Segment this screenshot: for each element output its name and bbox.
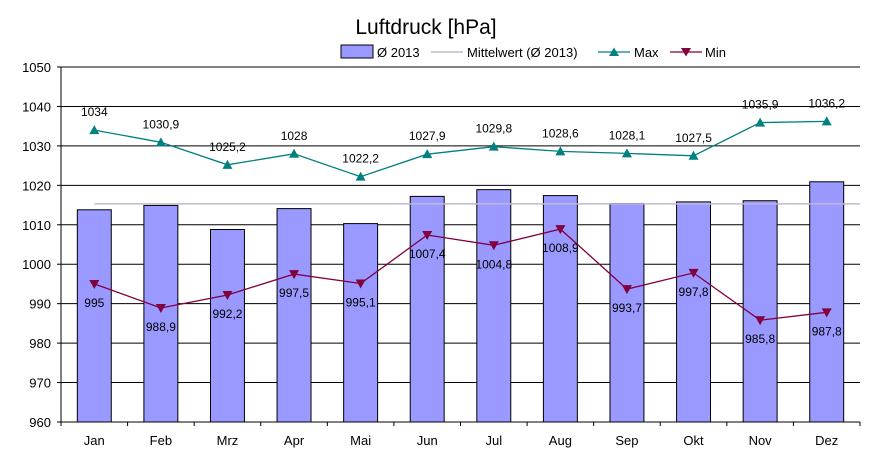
legend-swatch-avg [340, 44, 374, 59]
min-line [94, 228, 827, 321]
bar-avg [209, 229, 245, 423]
min-marker [355, 279, 366, 289]
max-marker [555, 146, 566, 156]
x-tick-label: Mrz [217, 433, 239, 448]
y-tick-label: 1000 [22, 257, 51, 272]
legend-label-max: Max [634, 45, 659, 60]
max-marker [621, 148, 632, 158]
x-tick-label: Aug [549, 433, 572, 448]
min-data-label: 988,9 [146, 320, 176, 334]
y-tick-label: 970 [29, 376, 51, 391]
max-marker [755, 117, 766, 127]
max-marker [289, 148, 300, 158]
max-series: 1034 1030,9 1025,2 1028 1022,2 1027,9 1029,8 10… [81, 96, 845, 181]
min-marker [155, 304, 166, 314]
bar-avg [809, 181, 845, 423]
max-data-label: 1022,2 [342, 152, 379, 166]
max-data-label: 1029,8 [475, 122, 512, 136]
max-data-label: 1035,9 [742, 98, 779, 112]
bar-avg [409, 195, 445, 423]
chart-title: Luftdruck [hPa] [355, 16, 496, 39]
y-tick-label: 1050 [22, 60, 51, 75]
max-data-label: 1028 [281, 129, 308, 143]
max-marker [422, 149, 433, 159]
max-data-label: 1030,9 [143, 117, 180, 131]
y-tick-label: 990 [29, 297, 51, 312]
max-marker [222, 159, 233, 169]
axes [60, 67, 861, 426]
max-marker [688, 150, 699, 160]
max-data-label: 1034 [81, 105, 108, 119]
x-tick-label: Jan [84, 433, 105, 448]
bar-avg [276, 208, 312, 423]
x-tick-label: Nov [749, 433, 773, 448]
min-marker [621, 285, 632, 295]
x-tick-label: Feb [150, 433, 172, 448]
bar-avg [143, 204, 179, 423]
min-data-label: 1007,4 [409, 247, 446, 261]
bar-avg [676, 201, 712, 423]
y-axis-tick-labels: 960 970 980 990 1000 1010 1020 1030 1040 1050 [22, 60, 51, 430]
min-data-label: 1008,9 [542, 241, 579, 255]
min-data-label: 995,1 [346, 296, 376, 310]
legend-marker-min [681, 48, 691, 57]
min-marker [222, 290, 233, 300]
max-data-label: 1028,1 [609, 128, 646, 142]
legend-label-mean: Mittelwert (Ø 2013) [467, 45, 578, 60]
max-data-label: 1027,5 [675, 131, 712, 145]
min-marker [688, 268, 699, 278]
x-tick-label: Sep [615, 433, 638, 448]
y-tick-label: 1030 [22, 139, 51, 154]
min-marker [422, 231, 433, 241]
max-data-label: 1036,2 [808, 96, 845, 110]
min-marker [555, 225, 566, 235]
max-marker [155, 137, 166, 147]
min-data-label: 997,8 [679, 285, 709, 299]
min-data-label: 1004,8 [475, 257, 512, 271]
min-marker [821, 308, 832, 318]
bars [76, 181, 845, 423]
min-marker [89, 279, 100, 289]
x-tick-label: Jun [417, 433, 438, 448]
min-data-label: 985,8 [745, 332, 775, 346]
min-data-label: 995 [84, 296, 104, 310]
bar-avg [742, 200, 778, 423]
min-data-label: 992,2 [212, 307, 242, 321]
max-data-label: 1027,9 [409, 129, 446, 143]
max-marker [355, 171, 366, 181]
x-tick-label: Dez [815, 433, 838, 448]
max-line [94, 120, 827, 178]
x-tick-label: Jul [485, 433, 502, 448]
x-tick-label: Mai [350, 433, 371, 448]
min-data-label: 987,8 [812, 324, 842, 338]
min-marker [755, 316, 766, 326]
bar-avg [343, 223, 379, 423]
min-marker [488, 241, 499, 251]
max-data-label: 1025,2 [209, 140, 246, 154]
legend-marker-max [609, 47, 619, 56]
max-data-label: 1028,6 [542, 126, 579, 140]
x-tick-label: Okt [683, 433, 704, 448]
bar-avg [476, 189, 512, 423]
max-marker [488, 141, 499, 151]
y-tick-label: 1010 [22, 218, 51, 233]
min-data-label: 997,5 [279, 286, 309, 300]
min-series: 995 988,9 992,2 997,5 995,1 1007,4 1004,8 1008,… [84, 225, 842, 346]
x-axis-tick-labels: Jan Feb Mrz Apr Mai Jun Jul Aug Sep Okt Nov Dez [84, 433, 838, 448]
max-marker [821, 116, 832, 126]
x-tick-label: Apr [284, 433, 305, 448]
y-tick-label: 1020 [22, 178, 51, 193]
max-marker [89, 125, 100, 135]
legend-label-min: Min [705, 45, 726, 60]
y-tick-label: 960 [29, 415, 51, 430]
legend: Ø 2013 Mittelwert (Ø 2013) Max Min [340, 44, 726, 60]
y-tick-label: 980 [29, 336, 51, 351]
min-marker [289, 270, 300, 280]
bar-avg [609, 202, 645, 423]
min-data-label: 993,7 [612, 301, 642, 315]
y-tick-label: 1040 [22, 99, 51, 114]
bar-avg [76, 209, 112, 423]
legend-label-avg: Ø 2013 [377, 45, 420, 60]
